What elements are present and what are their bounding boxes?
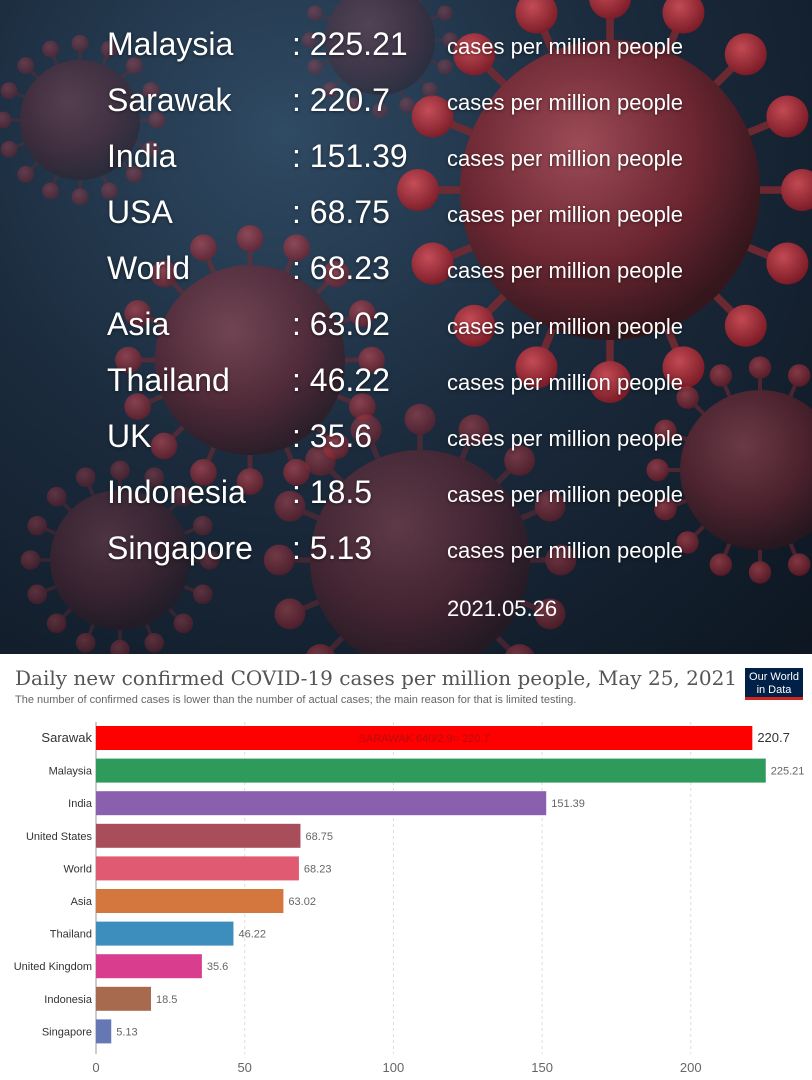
owid-logo-line1: Our World — [749, 671, 799, 683]
stat-row: Thailand : 46.22 cases per million people — [0, 362, 812, 418]
bar-world[interactable] — [96, 856, 299, 881]
value-label: 35.6 — [207, 961, 228, 973]
stat-value: : 63.02 — [292, 306, 390, 342]
stat-unit: cases per million people — [447, 34, 684, 59]
stat-unit: cases per million people — [447, 370, 684, 395]
x-tick-label: 100 — [383, 1060, 405, 1075]
category-label: United States — [26, 831, 93, 843]
stat-unit: cases per million people — [447, 426, 684, 451]
stat-name: Asia — [107, 306, 170, 342]
stat-name: Malaysia — [107, 26, 234, 62]
stat-row: Asia : 63.02 cases per million people — [0, 306, 812, 362]
stat-value: : 220.7 — [292, 82, 390, 118]
stat-value: : 46.22 — [292, 362, 390, 398]
category-label: Sarawak — [41, 730, 92, 745]
stat-name: Sarawak — [107, 82, 232, 118]
category-label: United Kingdom — [14, 961, 92, 973]
chart-title: Daily new confirmed COVID-19 cases per m… — [15, 666, 738, 690]
value-label: 68.23 — [304, 863, 332, 875]
bar-annotation: SARAWAK 640/2.9= 220.7 — [359, 733, 490, 745]
stat-unit: cases per million people — [447, 202, 684, 227]
stat-unit: cases per million people — [447, 538, 684, 563]
stats-panel: Malaysia : 225.21 cases per million people… — [0, 0, 812, 654]
stat-name: Indonesia — [107, 474, 246, 510]
value-label: 46.22 — [238, 929, 266, 941]
owid-logo-line2: in Data — [756, 684, 792, 696]
stat-name: UK — [107, 418, 152, 454]
virus-background-image — [0, 0, 812, 654]
stat-name: India — [107, 138, 177, 174]
stat-value: : 5.13 — [292, 530, 373, 566]
bar-united-kingdom[interactable] — [96, 954, 202, 979]
stat-name: Singapore — [107, 530, 253, 566]
value-label: 68.75 — [305, 831, 333, 843]
x-tick-label: 150 — [531, 1060, 553, 1075]
stat-unit: cases per million people — [447, 314, 684, 339]
value-label: 18.5 — [156, 994, 177, 1006]
owid-logo[interactable]: Our World in Data — [745, 668, 803, 700]
category-label: Thailand — [50, 929, 92, 941]
stat-row: USA : 68.75 cases per million people — [0, 194, 812, 250]
stat-row: Malaysia : 225.21 cases per million people — [0, 26, 812, 82]
category-label: Singapore — [42, 1026, 92, 1038]
x-tick-label: 0 — [92, 1060, 99, 1075]
stat-row: Singapore : 5.13 cases per million people — [0, 530, 812, 586]
bar-indonesia[interactable] — [96, 986, 152, 1011]
category-label: India — [68, 798, 93, 810]
stat-value: : 225.21 — [292, 26, 408, 62]
bar-chart: 0 50 100 150 200 Sarawak 220.7 SARAWAK 640/2.9=… — [14, 722, 805, 1075]
x-tick-label: 200 — [680, 1060, 702, 1075]
stat-value: : 151.39 — [292, 138, 408, 174]
stat-unit: cases per million people — [447, 482, 684, 507]
category-label: Malaysia — [49, 766, 93, 778]
category-label: Asia — [71, 896, 93, 908]
stat-name: World — [107, 250, 190, 286]
stat-name: USA — [107, 194, 173, 230]
bar-asia[interactable] — [96, 889, 284, 913]
stat-row: Indonesia : 18.5 cases per million people — [0, 474, 812, 530]
value-label: 151.39 — [551, 798, 585, 810]
bar-united-states[interactable] — [96, 823, 301, 848]
bar-india[interactable] — [96, 791, 547, 816]
stat-row: UK : 35.6 cases per million people — [0, 418, 812, 474]
value-label: 5.13 — [116, 1026, 137, 1038]
stat-row: Sarawak : 220.7 cases per million people — [0, 82, 812, 138]
stat-unit: cases per million people — [447, 146, 684, 171]
stat-value: : 18.5 — [292, 474, 373, 510]
stat-row: India : 151.39 cases per million people — [0, 138, 812, 194]
value-label: 63.02 — [288, 896, 316, 908]
value-label: 220.7 — [757, 730, 790, 745]
category-label: Indonesia — [44, 994, 93, 1006]
stat-unit: cases per million people — [447, 258, 684, 283]
stats-date: 2021.05.26 — [447, 596, 558, 621]
stat-unit: cases per million people — [447, 90, 684, 115]
stat-value: : 68.23 — [292, 250, 390, 286]
stat-value: : 68.75 — [292, 194, 390, 230]
value-label: 225.21 — [771, 766, 805, 778]
x-tick-label: 50 — [237, 1060, 251, 1075]
bar-malaysia[interactable] — [96, 758, 766, 783]
stat-name: Thailand — [107, 362, 230, 398]
chart-panel: Daily new confirmed COVID-19 cases per m… — [0, 654, 812, 1080]
category-label: World — [63, 863, 92, 875]
stat-value: : 35.6 — [292, 418, 373, 454]
bar-sarawak[interactable] — [96, 726, 753, 750]
bar-thailand[interactable] — [96, 921, 234, 946]
chart-subtitle: The number of confirmed cases is lower t… — [15, 694, 577, 706]
bar-singapore[interactable] — [96, 1019, 112, 1044]
stat-row: World : 68.23 cases per million people — [0, 250, 812, 306]
